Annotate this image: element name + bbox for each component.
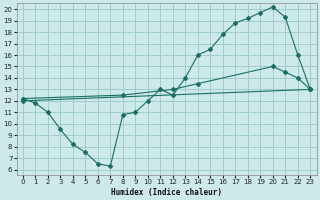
X-axis label: Humidex (Indice chaleur): Humidex (Indice chaleur) bbox=[111, 188, 222, 197]
